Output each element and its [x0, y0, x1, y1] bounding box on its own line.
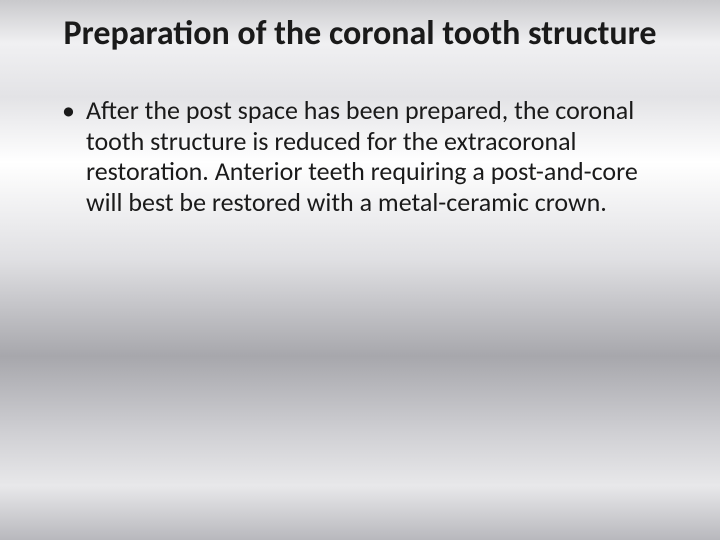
bullet-item: After the post space has been prepared, …	[56, 95, 672, 218]
slide: Preparation of the coronal tooth structu…	[0, 0, 720, 540]
slide-title: Preparation of the coronal tooth structu…	[60, 14, 660, 53]
slide-body: After the post space has been prepared, …	[48, 95, 672, 218]
bullet-list: After the post space has been prepared, …	[56, 95, 672, 218]
